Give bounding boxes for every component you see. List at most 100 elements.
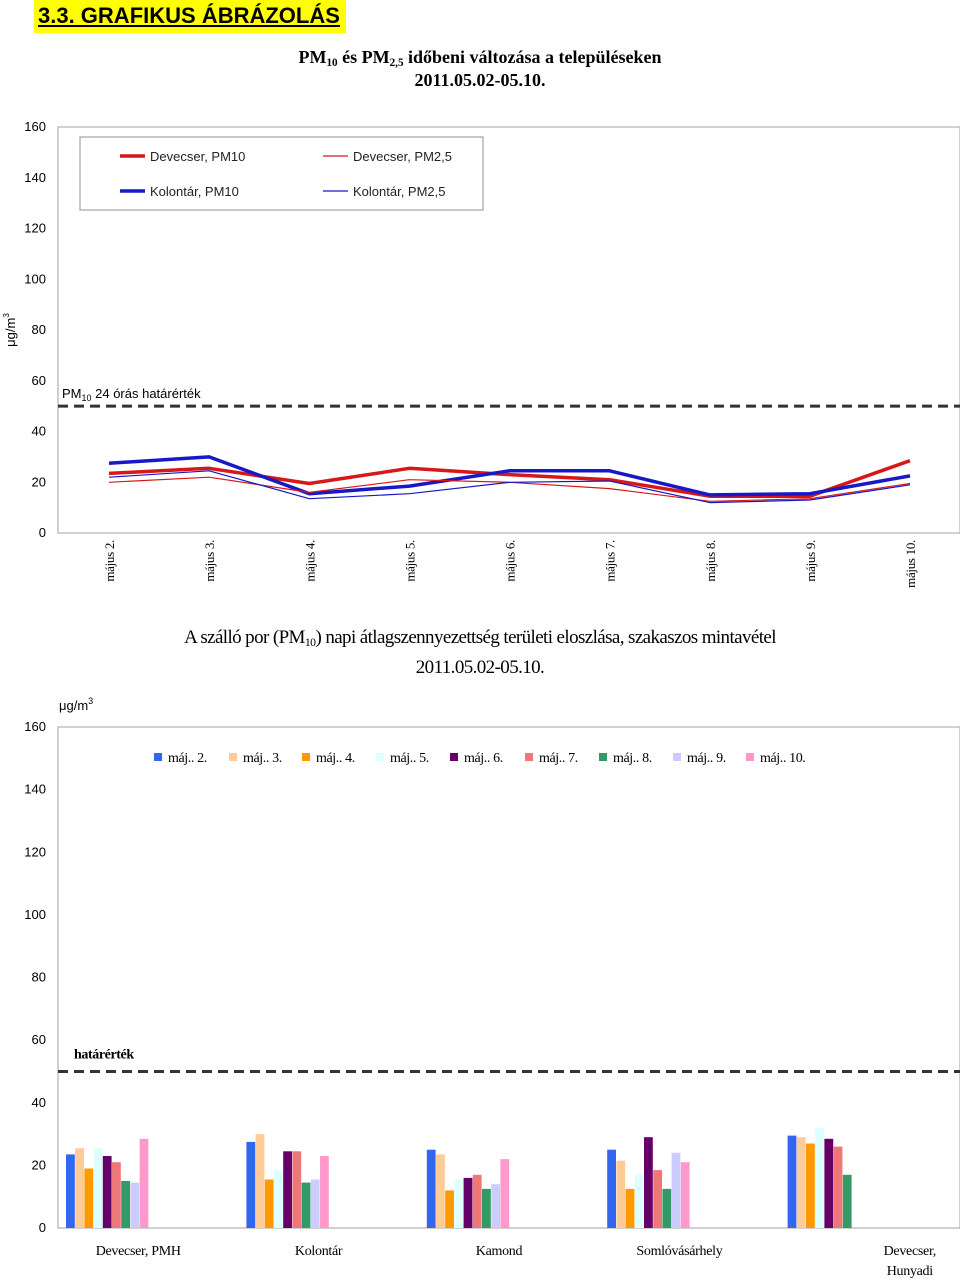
- line-chart-x-tick-label: május 3.: [202, 540, 217, 582]
- bar-chart-y-tick-label: 160: [24, 719, 46, 734]
- bar-chart-legend-label: máj.. 2.: [168, 751, 207, 766]
- bar-2-2: [445, 1190, 454, 1228]
- line-chart-y-tick-label: 40: [32, 424, 46, 439]
- bar-1-8: [320, 1156, 329, 1228]
- bar-1-0: [246, 1141, 256, 1228]
- bar-chart-x-tick-label-line2: Hunyadi: [887, 1264, 934, 1279]
- line-chart-threshold-label-sub: 10: [82, 393, 92, 403]
- line-chart-x-tick-label: május 2.: [102, 540, 117, 582]
- line-chart-x-tick-label: május 9.: [803, 540, 818, 582]
- bar-0-2: [84, 1168, 94, 1228]
- line-chart-threshold-label-text: PM: [62, 386, 82, 401]
- bar-chart-y-tick-label: 0: [39, 1220, 46, 1235]
- bar-chart-legend-swatch: [525, 753, 533, 761]
- bar-chart-y-tick-label: 20: [32, 1157, 46, 1172]
- bar-chart-y-tick-label: 120: [24, 844, 46, 859]
- bar-4-3: [815, 1127, 824, 1228]
- bar-chart-legend-label: máj.. 10.: [760, 751, 805, 766]
- bar-chart-subtitle: 2011.05.02-05.10.: [415, 657, 545, 678]
- bar-2-7: [491, 1184, 500, 1228]
- bar-1-3: [274, 1170, 283, 1228]
- line-chart-y-tick-label: 60: [32, 373, 46, 388]
- bar-0-7: [130, 1182, 140, 1228]
- bar-chart-legend-swatch: [376, 753, 384, 761]
- line-chart-y-tick-label: 0: [39, 525, 46, 540]
- bar-3-4: [644, 1137, 653, 1228]
- line-chart-legend-label: Kolontár, PM2,5: [353, 184, 446, 199]
- line-chart-subtitle: 2011.05.02-05.10.: [414, 70, 546, 90]
- bar-chart-x-tick-label: Devecser,: [884, 1244, 936, 1259]
- bar-3-6: [662, 1188, 672, 1228]
- line-series-0: [108, 459, 911, 498]
- line-chart-y-tick-label: 160: [24, 119, 46, 134]
- bar-chart-y-axis-label-sup: 3: [88, 696, 93, 706]
- bar-0-4: [102, 1156, 112, 1228]
- bar-0-6: [121, 1181, 130, 1228]
- bar-chart-legend-label: máj.. 8.: [613, 751, 652, 766]
- line-series-3: [108, 470, 911, 504]
- line-chart-title-sub: 2,5: [389, 56, 404, 69]
- bar-chart-title-part: ) napi átlagszennyezettség területi elos…: [315, 627, 776, 648]
- bar-4-2: [806, 1143, 815, 1228]
- section-heading: 3.3. GRAFIKUS ÁBRÁZOLÁS: [34, 0, 346, 33]
- bar-4-5: [833, 1146, 843, 1228]
- bar-chart-x-tick-label: Somlóvásárhely: [636, 1244, 722, 1259]
- bar-chart-y-tick-label: 60: [32, 1032, 46, 1047]
- line-chart-legend: [79, 136, 484, 211]
- line-chart-title: PM10 és PM2,5 időbeni változása a telepü…: [0, 46, 960, 74]
- bar-chart-legend-label: máj.. 4.: [316, 751, 355, 766]
- line-chart-threshold-label-text: 24 órás határérték: [92, 386, 202, 401]
- bar-chart-legend-swatch: [154, 753, 162, 761]
- bar-1-5: [292, 1151, 302, 1228]
- bar-4-6: [842, 1174, 852, 1228]
- bar-chart-legend-swatch: [746, 753, 754, 761]
- bar-chart-x-tick-label: Kamond: [476, 1244, 523, 1259]
- line-chart-y-axis-label: μg/m3: [2, 313, 18, 347]
- bar-2-0: [426, 1149, 436, 1228]
- line-chart-title-part: és PM: [337, 47, 390, 67]
- line-chart-x-tick-label: május 7.: [603, 540, 618, 582]
- bar-chart-title-part: A szálló por (PM: [184, 627, 305, 648]
- bar-2-8: [500, 1159, 510, 1228]
- bar-chart-legend-swatch: [673, 753, 681, 761]
- bar-chart-legend-swatch: [450, 753, 458, 761]
- bar-3-7: [671, 1152, 681, 1228]
- line-chart-title-sub: 10: [326, 56, 338, 69]
- line-chart-x-tick-label: május 4.: [302, 540, 317, 582]
- bar-chart-y-tick-label: 100: [24, 907, 46, 922]
- bar-chart-legend-swatch: [599, 753, 607, 761]
- bar-chart-legend-label: máj.. 5.: [390, 751, 429, 766]
- bar-chart-legend-swatch: [302, 753, 310, 761]
- bar-3-3: [634, 1174, 644, 1228]
- bar-chart-y-tick-label: 80: [32, 970, 46, 985]
- bar-chart-legend-label: máj.. 3.: [243, 751, 282, 766]
- bar-chart-title-sub: 10: [304, 635, 316, 649]
- bar-4-1: [796, 1137, 806, 1228]
- bar-chart-x-tick-label: Devecser, PMH: [96, 1244, 181, 1259]
- line-chart-x-tick-label: május 6.: [503, 540, 518, 582]
- bar-chart-y-axis-label: μg/m3: [59, 696, 93, 713]
- line-chart-title-part: időbeni változása a településeken: [403, 47, 662, 67]
- bar-0-5: [112, 1162, 121, 1228]
- bar-chart-legend-label: máj.. 6.: [464, 751, 503, 766]
- bar-3-1: [616, 1160, 626, 1228]
- bar-2-3: [454, 1179, 464, 1228]
- line-chart-y-tick-label: 80: [32, 322, 46, 337]
- bar-0-1: [75, 1148, 84, 1228]
- bar-chart-y-axis-label-text: μg/m: [59, 698, 88, 713]
- bar-0-0: [66, 1154, 75, 1228]
- bar-2-1: [436, 1154, 445, 1228]
- bar-4-4: [824, 1138, 834, 1228]
- bar-chart-legend-label: máj.. 9.: [687, 751, 726, 766]
- bar-3-0: [607, 1149, 616, 1228]
- line-chart-threshold-label: PM10 24 órás határérték: [62, 386, 201, 403]
- line-chart-x-tick-label: május 8.: [703, 540, 718, 582]
- line-chart-y-axis-label-sup: 3: [2, 313, 11, 318]
- line-chart-x-tick-label: május 5.: [402, 540, 417, 582]
- line-chart-legend-label: Devecser, PM2,5: [353, 149, 452, 164]
- bar-2-6: [482, 1188, 491, 1228]
- bar-0-3: [93, 1148, 103, 1228]
- bar-1-4: [283, 1151, 292, 1228]
- bar-3-5: [653, 1170, 662, 1228]
- line-chart-y-tick-label: 20: [32, 474, 46, 489]
